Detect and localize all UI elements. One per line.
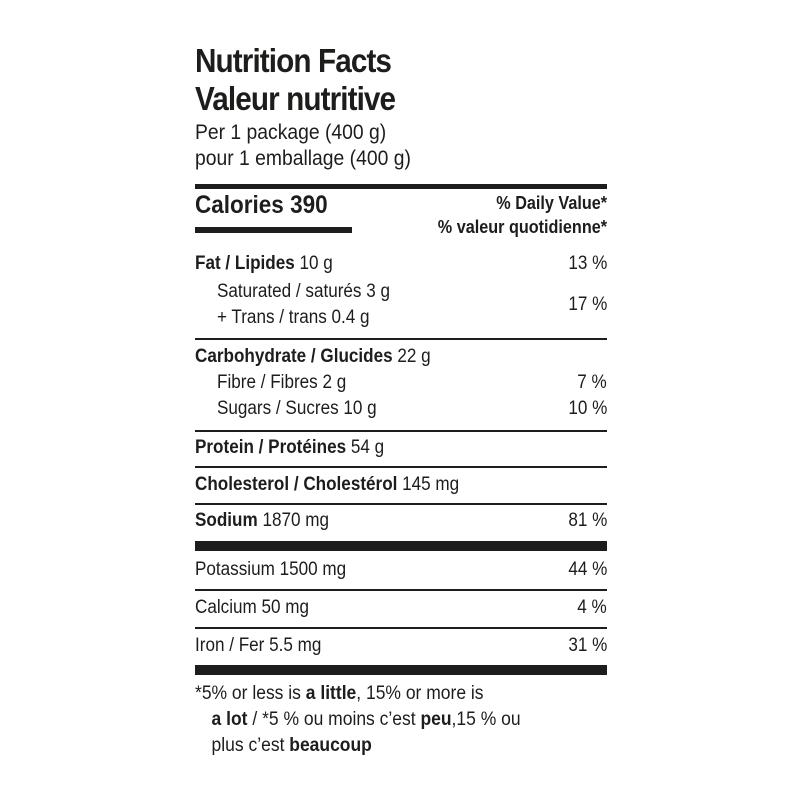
calcium-dv: 4 % xyxy=(577,597,607,618)
calories-underline xyxy=(195,227,352,233)
top-rule xyxy=(195,184,607,189)
saturated-trans-dv-row: 17 % xyxy=(195,294,607,318)
sugars-dv: 10 % xyxy=(568,398,607,419)
fat-block: Fat / Lipides 10 g 13 % Saturated / satu… xyxy=(195,245,607,333)
daily-value-header-french: % valeur quotidienne* xyxy=(437,217,607,237)
cholesterol-row: Cholesterol / Cholestérol 145 mg xyxy=(195,474,460,495)
saturated-trans-dv: 17 % xyxy=(568,294,607,315)
footnote-line-1: *5% or less is a little, 15% or more is xyxy=(195,683,484,704)
daily-value-header-english: % Daily Value* xyxy=(496,193,607,213)
sodium-row: Sodium 1870 mg 81 % xyxy=(195,510,607,531)
heavy-rule xyxy=(195,665,607,675)
calories-row: Calories 390 xyxy=(195,191,328,220)
calcium-row: Calcium 50 mg 4 % xyxy=(195,597,607,618)
divider xyxy=(195,430,607,432)
serving-size-english: Per 1 package (400 g) xyxy=(195,121,387,144)
calories-label: Calories xyxy=(195,191,284,219)
saturated-row: Saturated / saturés 3 g xyxy=(217,281,391,302)
fat-dv: 13 % xyxy=(568,253,607,274)
title-french: Valeur nutritive xyxy=(195,80,396,117)
carbohydrate-row: Carbohydrate / Glucides 22 g xyxy=(195,346,431,367)
footnote: *5% or less is a little, 15% or more is … xyxy=(195,681,607,759)
divider xyxy=(195,627,607,629)
divider xyxy=(195,503,607,505)
trans-row: + Trans / trans 0.4 g xyxy=(217,307,370,328)
calories-value: 390 xyxy=(290,191,328,219)
fibre-dv: 7 % xyxy=(577,372,607,393)
carbohydrate-block: Carbohydrate / Glucides 22 g Fibre / Fib… xyxy=(195,340,607,426)
divider xyxy=(195,589,607,591)
iron-dv: 31 % xyxy=(568,635,607,656)
serving-size-french: pour 1 emballage (400 g) xyxy=(195,147,411,170)
divider xyxy=(195,338,607,340)
protein-row: Protein / Protéines 54 g xyxy=(195,437,385,458)
fibre-row: Fibre / Fibres 2 g 7 % xyxy=(217,372,607,393)
sugars-row: Sugars / Sucres 10 g 10 % xyxy=(217,398,607,419)
footnote-line-2: a lot / *5 % ou moins c’est peu,15 % ou xyxy=(211,709,521,730)
calories-section: Calories 390 % Daily Value* % valeur quo… xyxy=(195,189,607,241)
divider xyxy=(195,466,607,468)
title-english: Nutrition Facts xyxy=(195,42,392,79)
potassium-row: Potassium 1500 mg 44 % xyxy=(195,559,607,580)
heavy-rule xyxy=(195,541,607,551)
iron-row: Iron / Fer 5.5 mg 31 % xyxy=(195,635,607,656)
nutrition-facts-label: Nutrition Facts Valeur nutritive Per 1 p… xyxy=(195,42,607,759)
sodium-dv: 81 % xyxy=(568,510,607,531)
fat-row: Fat / Lipides 10 g 13 % xyxy=(195,253,607,274)
potassium-dv: 44 % xyxy=(568,559,607,580)
footnote-line-3: plus c’est beaucoup xyxy=(211,735,372,756)
